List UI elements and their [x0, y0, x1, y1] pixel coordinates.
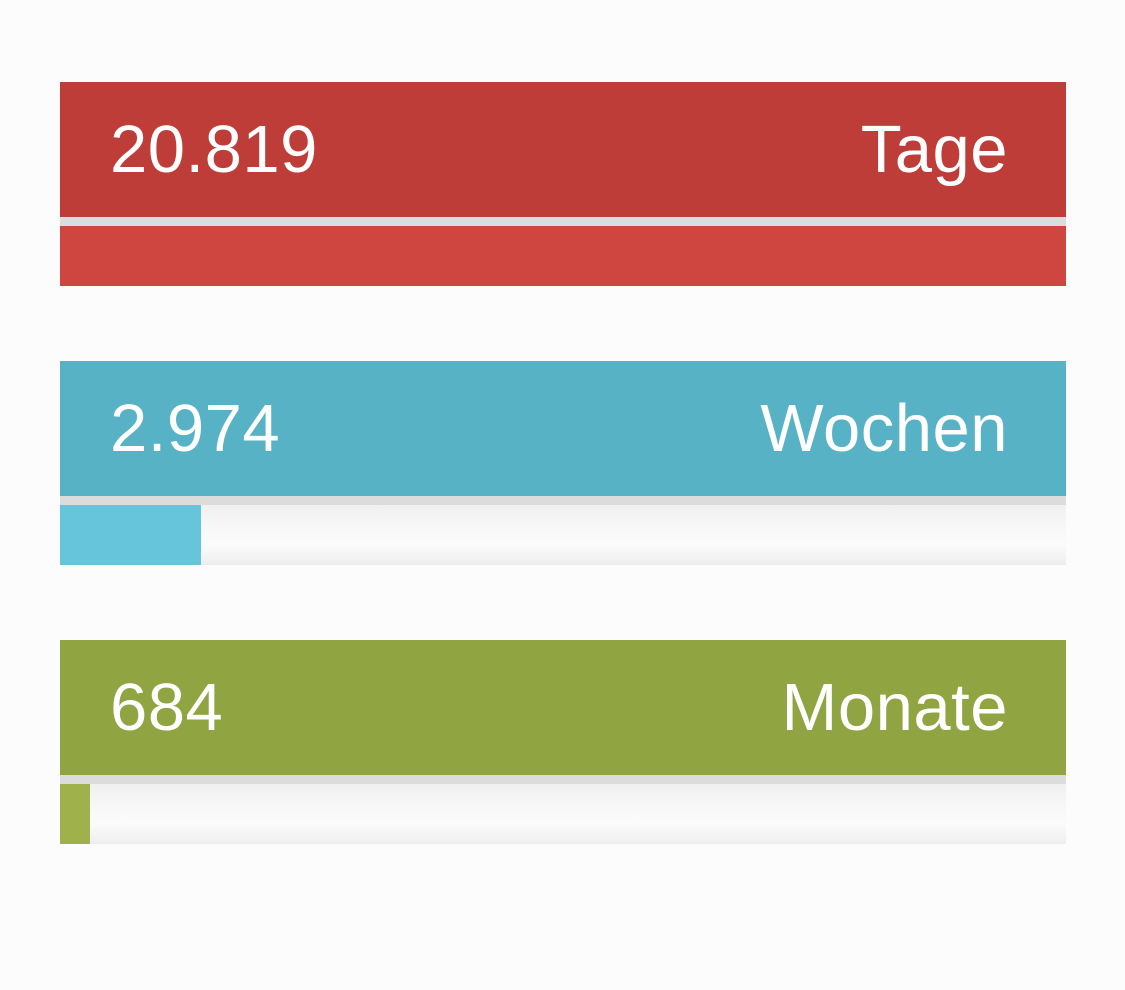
stat-card-days-header: 20.819 Tage: [60, 82, 1066, 217]
months-progress-fill: [60, 784, 91, 844]
months-separator: [60, 775, 1066, 784]
days-value: 20.819: [110, 112, 318, 187]
weeks-value: 2.974: [110, 391, 281, 466]
days-progress-track: [60, 226, 1066, 286]
months-value: 684: [110, 670, 224, 745]
stat-card-days: 20.819 Tage: [60, 82, 1066, 286]
weeks-progress-fill: [60, 505, 201, 565]
months-unit-label: Monate: [781, 670, 1008, 745]
weeks-unit-label: Wochen: [760, 391, 1008, 466]
stat-card-weeks-header: 2.974 Wochen: [60, 361, 1066, 496]
stat-card-weeks: 2.974 Wochen: [60, 361, 1066, 565]
days-unit-label: Tage: [860, 112, 1008, 187]
weeks-separator: [60, 496, 1066, 505]
days-separator: [60, 217, 1066, 226]
days-progress-fill: [60, 226, 1066, 286]
stat-card-months-header: 684 Monate: [60, 640, 1066, 775]
months-progress-track: [60, 784, 1066, 844]
weeks-progress-track: [60, 505, 1066, 565]
stat-card-months: 684 Monate: [60, 640, 1066, 844]
